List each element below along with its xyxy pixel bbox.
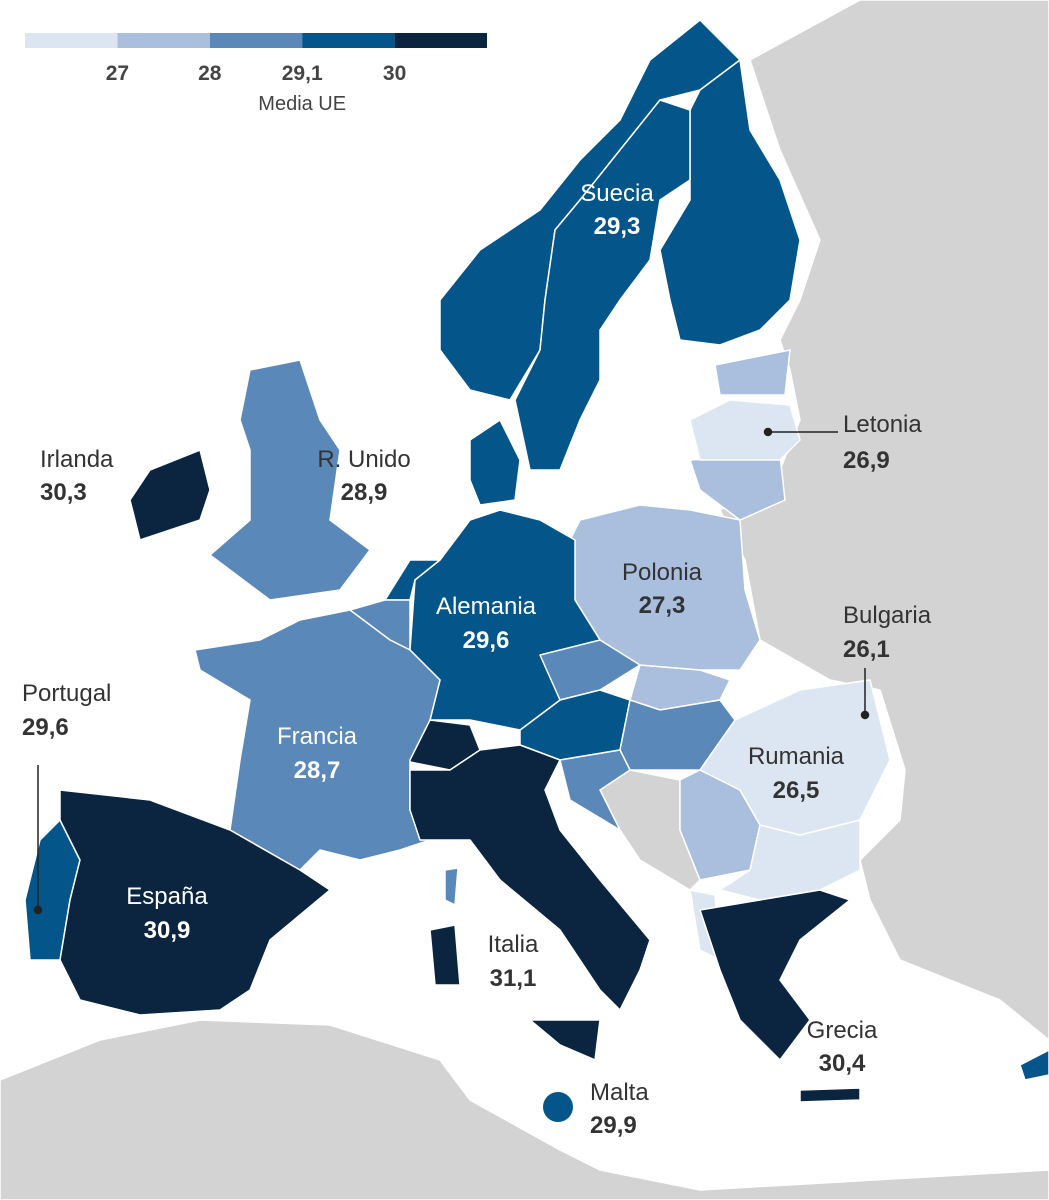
region-name: R. Unido bbox=[317, 446, 410, 473]
legend-swatch bbox=[394, 33, 487, 48]
region bbox=[514, 99, 691, 471]
legend-tick-label: 29,1 bbox=[282, 62, 323, 85]
region-value: 29,6 bbox=[22, 714, 69, 741]
region bbox=[429, 924, 461, 986]
region-value: 28,9 bbox=[341, 479, 388, 506]
region bbox=[59, 789, 331, 1016]
region bbox=[529, 1019, 601, 1061]
region-name: Francia bbox=[277, 723, 358, 750]
region-value: 26,5 bbox=[773, 777, 820, 804]
region bbox=[699, 889, 851, 1061]
region bbox=[699, 679, 891, 836]
labels: Suecia 29,3 Irlanda 30,3 R. Unido 28,9 L… bbox=[22, 180, 932, 1139]
legend-swatch bbox=[117, 33, 210, 48]
region-value: 29,6 bbox=[463, 627, 510, 654]
region-name: Polonia bbox=[622, 559, 703, 586]
region-value: 26,9 bbox=[843, 447, 890, 474]
legend-tick-label: 28 bbox=[198, 62, 222, 85]
region bbox=[129, 449, 211, 541]
leaders bbox=[33, 427, 870, 915]
region-value: 30,4 bbox=[819, 1050, 866, 1077]
region-value: 26,1 bbox=[843, 636, 890, 663]
region-name: Grecia bbox=[807, 1017, 878, 1044]
region-name: Rumania bbox=[748, 743, 845, 770]
region-value: 30,3 bbox=[40, 479, 87, 506]
legend-tick-label: 30 bbox=[383, 62, 406, 85]
legend-tick-label: 27 bbox=[106, 62, 129, 85]
region bbox=[799, 1087, 861, 1103]
region-value: 31,1 bbox=[490, 965, 537, 992]
region-value: 27,3 bbox=[639, 592, 686, 619]
region-name: Letonia bbox=[843, 411, 922, 438]
region-name: Portugal bbox=[22, 680, 111, 707]
region-name: Bulgaria bbox=[843, 602, 932, 629]
region-value: 29,9 bbox=[590, 1112, 637, 1139]
region-value: 29,3 bbox=[594, 213, 641, 240]
region-value: 28,7 bbox=[294, 757, 341, 784]
region bbox=[689, 399, 801, 461]
legend-note: Media UE bbox=[258, 93, 346, 115]
region-name: Alemania bbox=[436, 593, 537, 620]
region-name: Italia bbox=[488, 931, 539, 958]
region-name: Malta bbox=[590, 1079, 649, 1106]
region-name: Suecia bbox=[580, 180, 654, 207]
region-value: 30,9 bbox=[144, 917, 191, 944]
region bbox=[409, 744, 651, 1011]
region-name: España bbox=[126, 883, 208, 910]
region-name: Irlanda bbox=[40, 446, 114, 473]
region bbox=[543, 1092, 573, 1122]
region bbox=[409, 509, 601, 731]
legend: 27 28 29,1 Media UE 30 bbox=[25, 33, 487, 115]
legend-swatch bbox=[302, 33, 395, 48]
legend-swatch bbox=[25, 33, 118, 48]
regions bbox=[24, 99, 891, 1122]
region bbox=[209, 359, 371, 601]
legend-swatch bbox=[209, 33, 303, 48]
